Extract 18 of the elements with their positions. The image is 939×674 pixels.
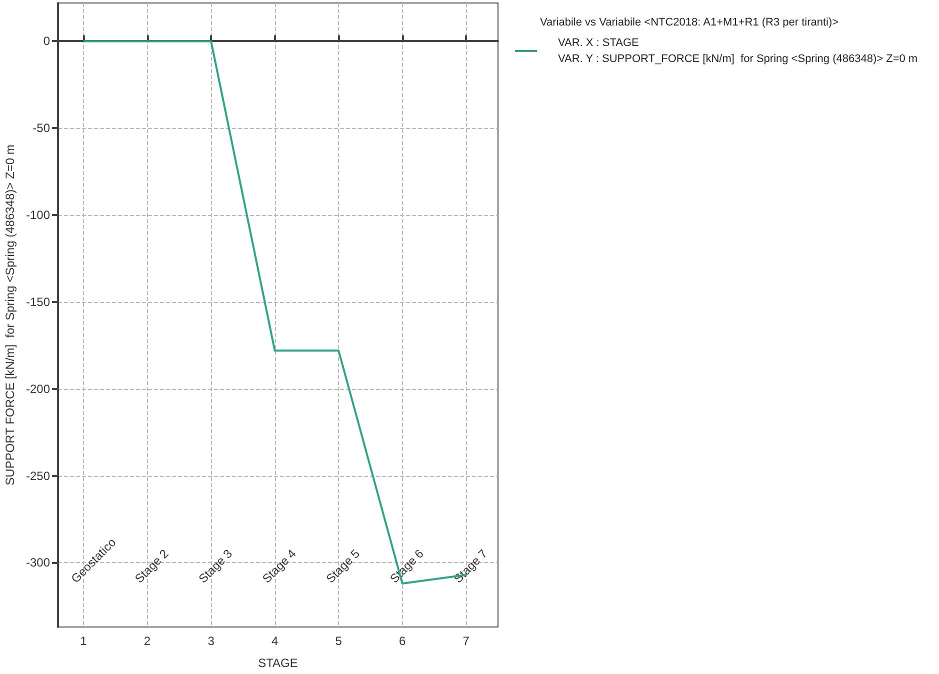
x-axis-title: STAGE	[258, 656, 298, 670]
x-tick-label: 4	[271, 634, 278, 648]
y-axis-title: SUPPORT FORCE [kN/m] for Spring <Spring (486348)> Z=0 m	[3, 144, 17, 486]
x-tick-label: 2	[144, 634, 151, 648]
y-tick-label: 0	[43, 34, 50, 48]
y-tick-label: -250	[26, 468, 50, 483]
y-tick-label: -150	[26, 294, 50, 309]
y-tick-label: -200	[26, 382, 50, 396]
x-tick-label: 7	[462, 634, 470, 648]
y-tick-label: -50	[32, 121, 50, 136]
x-tick-label: 1	[80, 634, 88, 648]
x-tick-label: 6	[399, 634, 406, 648]
x-tick-label: 3	[208, 634, 215, 648]
legend-title: Variabile vs Variabile <NTC2018: A1+M1+R1 (R3 per tiranti)>	[540, 16, 839, 28]
legend-label: VAR. X : STAGE VAR. Y : SUPPORT_FORCE [kN/m] for Spring <Spring (486348)> Z=0 m	[558, 37, 918, 65]
y-tick-label: -100	[26, 208, 50, 222]
x-tick-label: 5	[335, 634, 342, 648]
y-tick-label: -300	[26, 556, 50, 570]
